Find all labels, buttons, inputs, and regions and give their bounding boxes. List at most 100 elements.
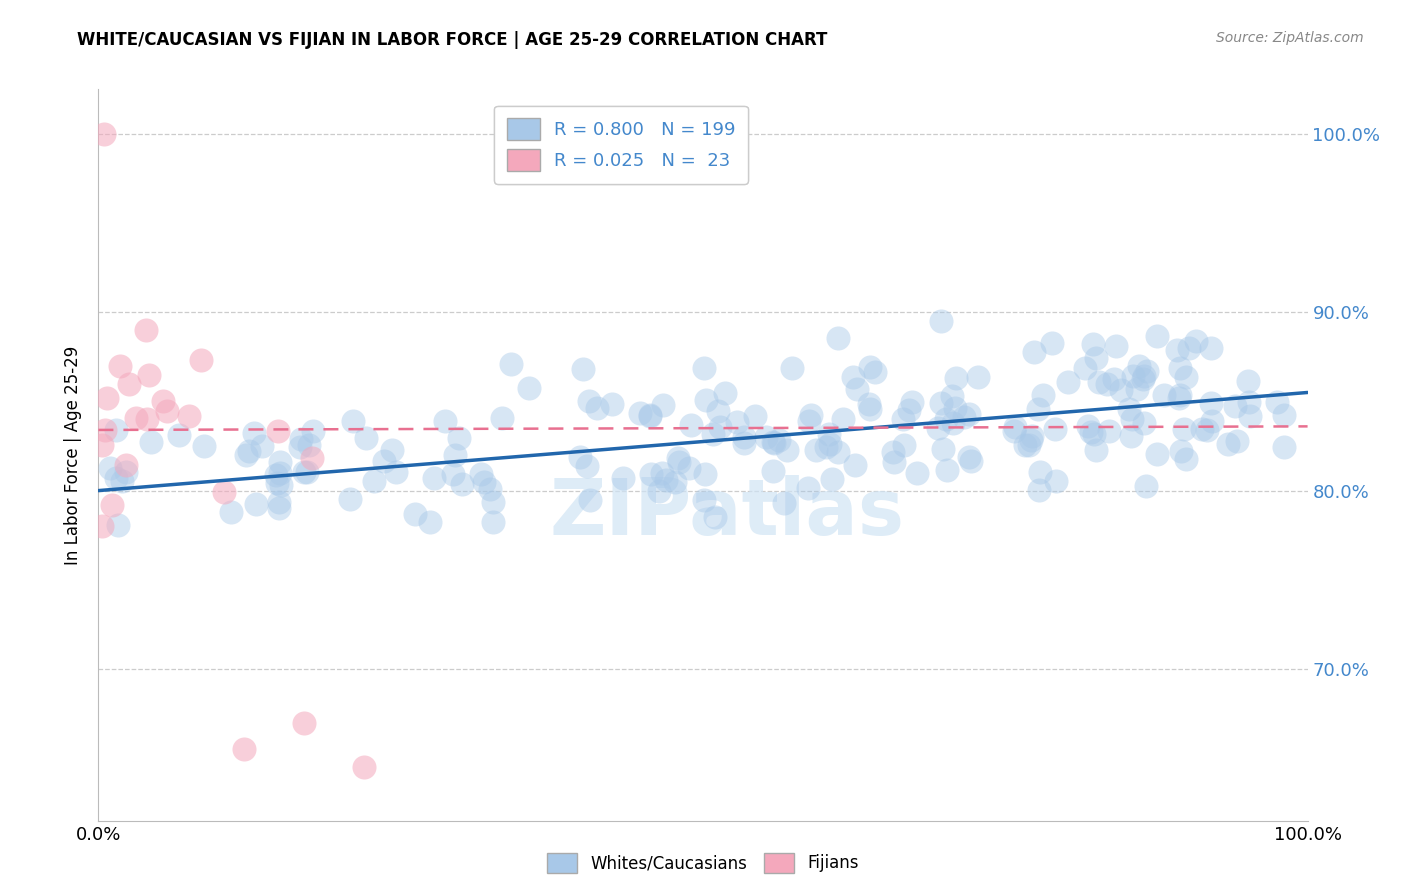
Point (953, 409, 976, 424)
Point (292, 465, 315, 479)
Point (827, 331, 849, 345)
Point (1170, 361, 1192, 376)
Point (177, 409, 200, 423)
Point (709, 419, 731, 434)
Point (1109, 383, 1132, 397)
Point (842, 369, 865, 384)
Point (1195, 423, 1218, 437)
Point (269, 467, 291, 481)
Point (942, 417, 965, 431)
Point (1272, 409, 1295, 423)
Point (167, 427, 190, 442)
Point (250, 439, 273, 453)
Point (245, 497, 267, 511)
Point (945, 370, 967, 384)
Point (628, 406, 651, 420)
Point (664, 475, 686, 490)
Point (441, 467, 464, 481)
Point (1135, 479, 1157, 493)
Y-axis label: In Labor Force | Age 25-29: In Labor Force | Age 25-29 (65, 345, 83, 565)
Point (404, 507, 426, 521)
Point (115, 458, 138, 472)
Point (107, 517, 129, 532)
Point (1026, 401, 1049, 416)
Point (1057, 375, 1080, 389)
Point (1146, 328, 1168, 343)
Point (363, 474, 385, 488)
Point (267, 424, 290, 438)
Point (1178, 341, 1201, 355)
Point (101, 499, 124, 513)
Point (269, 495, 291, 509)
Point (846, 382, 869, 396)
Point (354, 431, 377, 445)
Point (1128, 359, 1150, 373)
Point (1118, 402, 1140, 417)
Point (1185, 334, 1208, 348)
Point (138, 368, 160, 382)
Point (572, 362, 595, 376)
Point (1132, 369, 1154, 384)
Point (292, 715, 315, 730)
Point (692, 493, 714, 508)
Point (707, 404, 730, 418)
Point (108, 359, 131, 373)
Point (865, 366, 887, 380)
Point (243, 426, 266, 441)
Point (932, 442, 955, 456)
Point (91, 438, 114, 452)
Point (959, 454, 981, 468)
Point (768, 433, 790, 447)
Point (115, 465, 138, 479)
Point (678, 460, 700, 475)
Point (733, 430, 755, 444)
Point (957, 450, 980, 465)
Point (1125, 382, 1147, 396)
Point (193, 439, 215, 453)
Point (648, 483, 671, 498)
Point (882, 444, 904, 458)
Point (1170, 388, 1192, 402)
Point (681, 417, 703, 432)
Point (1146, 447, 1168, 461)
Point (269, 501, 291, 516)
Point (1122, 369, 1144, 384)
Point (1029, 465, 1052, 479)
Point (266, 475, 288, 490)
Point (600, 397, 623, 411)
Point (832, 411, 855, 425)
Point (1021, 429, 1043, 443)
Point (190, 353, 212, 368)
Point (1028, 483, 1050, 497)
Point (800, 408, 823, 422)
Point (118, 376, 141, 391)
Point (797, 481, 820, 495)
Point (353, 760, 375, 774)
Point (818, 427, 841, 442)
Point (936, 463, 959, 477)
Point (1216, 437, 1239, 451)
Point (820, 437, 842, 451)
Point (1191, 422, 1213, 436)
Point (773, 496, 796, 510)
Point (1132, 416, 1154, 430)
Point (1040, 335, 1063, 350)
Point (301, 450, 323, 465)
Point (569, 450, 592, 464)
Point (763, 436, 786, 450)
Point (1174, 370, 1197, 384)
Text: ZIPatlas: ZIPatlas (550, 475, 904, 551)
Point (1083, 336, 1105, 351)
Point (576, 458, 599, 473)
Legend: R = 0.800   N = 199, R = 0.025   N =  23: R = 0.800 N = 199, R = 0.025 N = 23 (495, 105, 748, 184)
Point (652, 398, 675, 412)
Point (1167, 391, 1189, 405)
Point (470, 467, 492, 481)
Point (814, 440, 837, 454)
Point (744, 409, 766, 423)
Point (238, 444, 260, 458)
Point (235, 448, 257, 462)
Point (893, 437, 915, 451)
Point (782, 360, 804, 375)
Point (703, 510, 725, 524)
